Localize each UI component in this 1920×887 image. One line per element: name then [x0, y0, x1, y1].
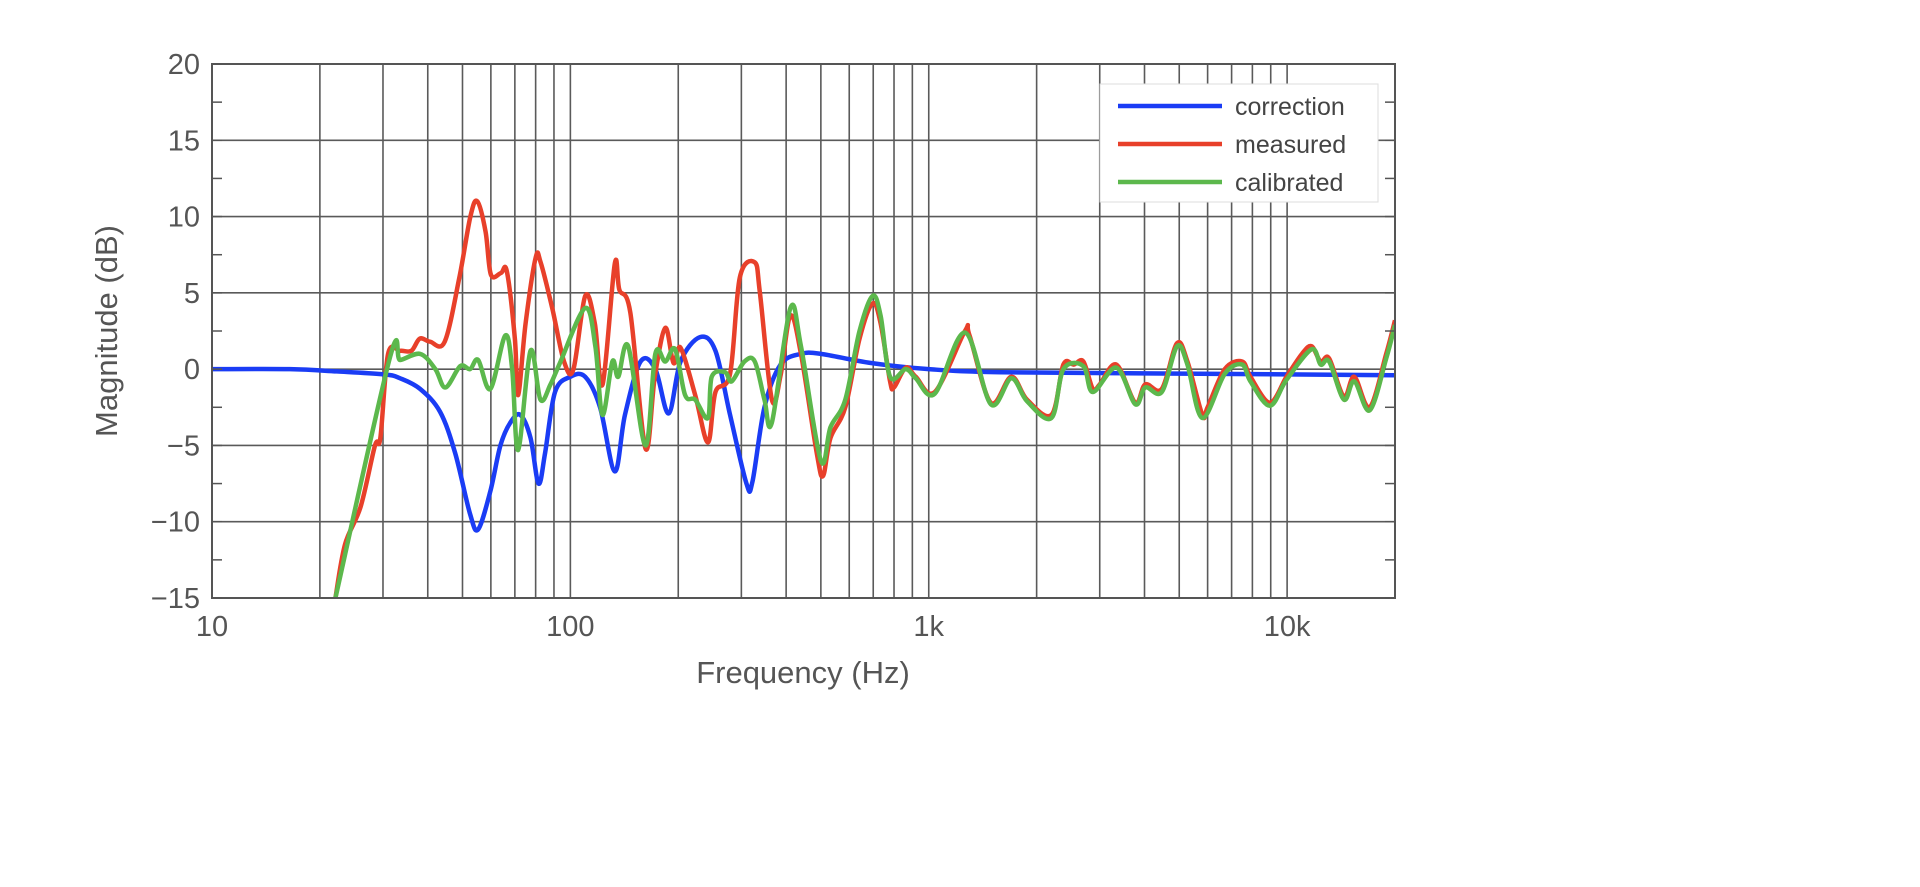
x-tick-label: 10: [196, 611, 228, 643]
y-tick-label: 0: [184, 354, 200, 386]
legend-label-calibrated: calibrated: [1235, 169, 1343, 197]
x-axis-label: Frequency (Hz): [696, 655, 910, 690]
series-line-measured: [333, 198, 1395, 598]
series-line-correction: [212, 334, 1395, 533]
x-axis: 10 100 1k 10k: [196, 611, 1311, 643]
series-line-calibrated: [333, 293, 1395, 598]
legend: correction measured calibrated: [1099, 83, 1379, 203]
x-tick-label: 1k: [913, 611, 944, 643]
y-tick-label: −10: [151, 507, 200, 539]
legend-label-correction: correction: [1235, 93, 1345, 121]
y-tick-label: −5: [167, 430, 200, 462]
y-axis: 20 15 10 5 0 −5 −10 −15: [151, 49, 1395, 615]
y-tick-label: 5: [184, 278, 200, 310]
curves: [212, 198, 1395, 598]
y-tick-label: 20: [168, 49, 200, 81]
y-axis-label: Magnitude (dB): [89, 225, 124, 437]
y-tick-label: 15: [168, 125, 200, 157]
legend-label-measured: measured: [1235, 131, 1346, 159]
y-tick-label: 10: [168, 202, 200, 234]
x-tick-label: 100: [546, 611, 594, 643]
x-tick-label: 10k: [1264, 611, 1311, 643]
y-tick-label: −15: [151, 583, 200, 615]
